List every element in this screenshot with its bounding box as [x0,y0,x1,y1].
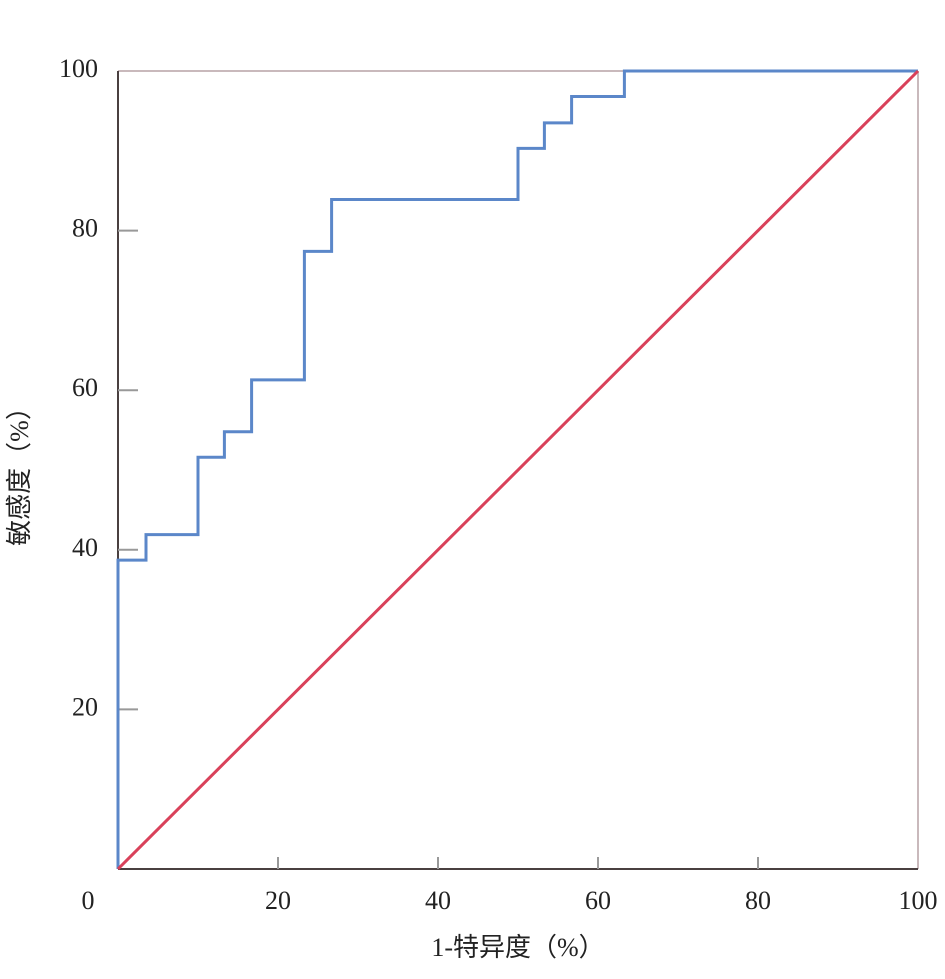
y-tick-label: 80 [72,214,98,243]
x-tick-label: 20 [265,886,291,915]
x-axis-label: 1-特异度（%） [431,933,604,962]
series-line [116,69,920,871]
x-tick-label: 60 [585,886,611,915]
series-line [116,69,918,869]
y-tick-label: 60 [72,373,98,402]
y-tick-label: 40 [72,533,98,562]
x-tick-label: 100 [899,886,938,915]
y-tick-label: 20 [72,692,98,721]
x-tick-label: 40 [425,886,451,915]
x-tick-label: 0 [82,886,95,915]
y-tick-label: 100 [59,54,98,83]
x-tick-label: 80 [745,886,771,915]
y-axis-label: 敏感度（%） [5,394,34,546]
